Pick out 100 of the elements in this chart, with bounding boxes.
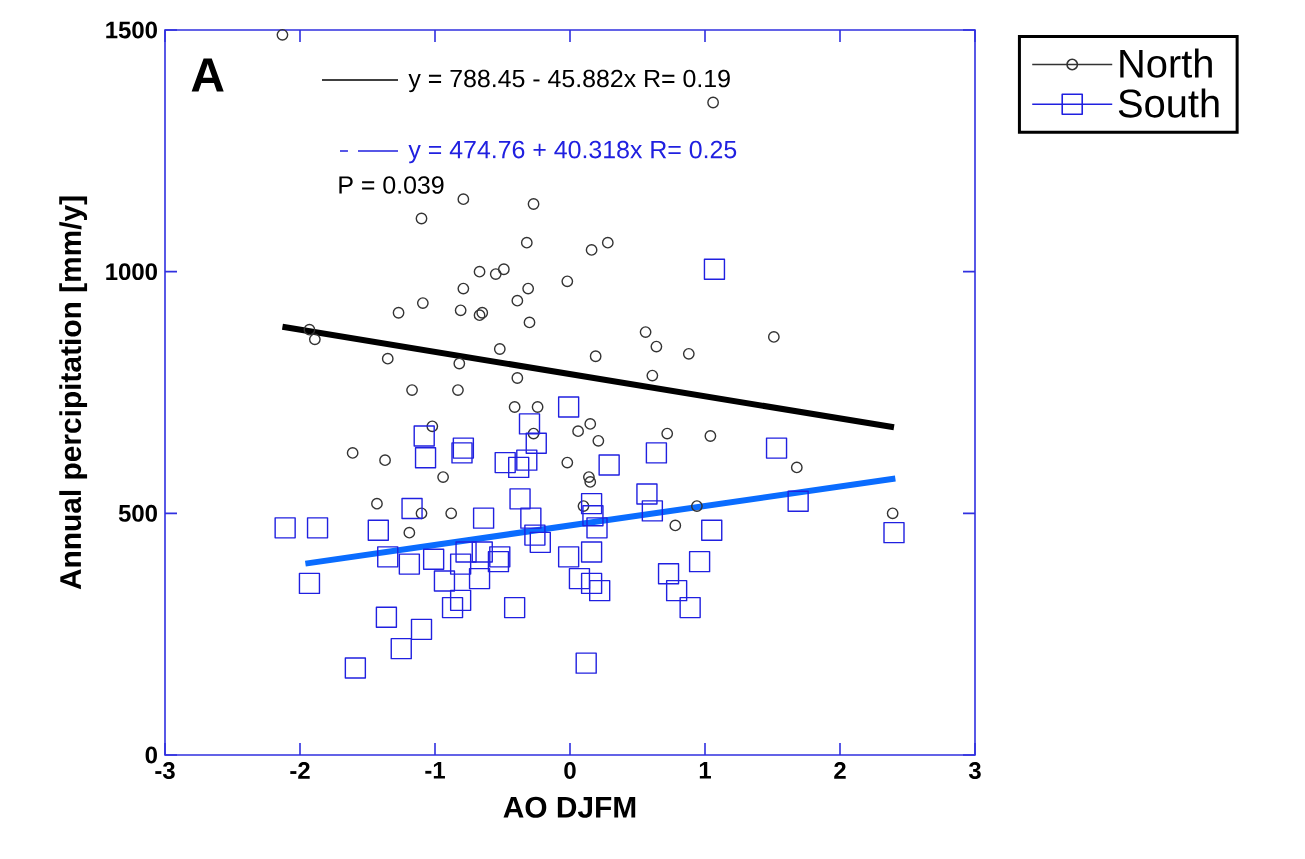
point: [661, 427, 674, 440]
point: [377, 546, 399, 568]
point: [451, 442, 473, 464]
y-axis-title: Annual percipitation [mm/y]: [59, 196, 88, 590]
point: [457, 193, 470, 206]
point: [688, 550, 711, 573]
point: [473, 265, 486, 278]
point: [426, 420, 439, 433]
point: [704, 430, 717, 442]
point: [598, 454, 620, 476]
point: [580, 492, 603, 515]
point: [572, 425, 584, 438]
y-tick-label: 1500: [106, 21, 157, 39]
point: [472, 507, 495, 529]
point: [433, 570, 456, 592]
point: [601, 236, 614, 249]
point: [422, 548, 445, 570]
point: [487, 550, 510, 573]
point: [276, 28, 289, 41]
point: [585, 244, 598, 256]
point: [453, 357, 466, 370]
point: [577, 500, 590, 512]
annotation: P = 0.039: [339, 176, 444, 194]
x-axis-title: AO DJFM: [503, 796, 636, 818]
point: [527, 198, 540, 210]
point: [679, 596, 701, 619]
x-tick-label: 0: [564, 762, 576, 779]
point: [641, 500, 664, 522]
point: [765, 437, 788, 459]
point: [455, 541, 477, 563]
point: [489, 268, 502, 280]
point: [511, 372, 524, 384]
point: [583, 471, 595, 483]
x-tick-label: -3: [155, 762, 175, 780]
point: [520, 507, 542, 529]
point: [415, 212, 428, 225]
point: [445, 507, 458, 520]
point: [886, 507, 899, 520]
point: [589, 350, 602, 363]
point: [274, 517, 296, 539]
point: [529, 531, 551, 554]
point: [580, 541, 603, 563]
point: [703, 258, 726, 280]
point: [503, 596, 526, 619]
point: [561, 456, 574, 469]
x-tick-label: 2: [834, 762, 846, 779]
point: [381, 352, 394, 365]
point: [449, 589, 472, 612]
point: [584, 418, 597, 430]
point: [452, 384, 464, 396]
point: [516, 449, 538, 471]
annotation: A: [191, 58, 224, 92]
point: [561, 275, 574, 288]
point: [298, 572, 321, 595]
point: [415, 507, 428, 520]
point: [379, 454, 391, 467]
point: [665, 579, 688, 602]
point: [410, 618, 433, 641]
point: [375, 606, 398, 628]
point: [589, 579, 611, 602]
point: [527, 427, 540, 440]
y-tick-label: 1000: [106, 263, 157, 281]
point: [767, 331, 780, 343]
point: [568, 567, 591, 590]
point: [701, 519, 723, 541]
point: [787, 490, 809, 512]
point: [639, 326, 652, 338]
point: [707, 96, 719, 109]
point: [344, 657, 367, 679]
point: [584, 476, 597, 488]
x-tick-label: 3: [968, 762, 981, 780]
point: [691, 500, 703, 512]
point: [557, 546, 580, 568]
point: [489, 546, 511, 568]
point: [367, 519, 389, 541]
point: [580, 572, 603, 595]
y-tick-label: 500: [118, 504, 157, 522]
point: [454, 304, 467, 317]
point: [575, 652, 597, 674]
point: [531, 401, 544, 413]
legend-label: North: [1120, 48, 1212, 78]
point: [520, 236, 533, 249]
point: [449, 553, 472, 575]
point: [586, 517, 608, 539]
point: [371, 497, 383, 510]
point: [494, 451, 516, 474]
point: [414, 447, 437, 469]
x-tick-label: -2: [290, 762, 310, 779]
point: [657, 563, 680, 585]
point: [646, 369, 659, 382]
annotation: y = 788.45 - 45.882x R= 0.19: [408, 69, 730, 93]
point: [508, 456, 530, 479]
point: [790, 461, 803, 474]
point: [582, 505, 604, 527]
point: [308, 333, 321, 346]
point: [650, 340, 663, 353]
point: [497, 263, 510, 276]
point: [883, 521, 905, 544]
x-tick-label: 1: [699, 762, 711, 779]
point: [403, 526, 416, 539]
